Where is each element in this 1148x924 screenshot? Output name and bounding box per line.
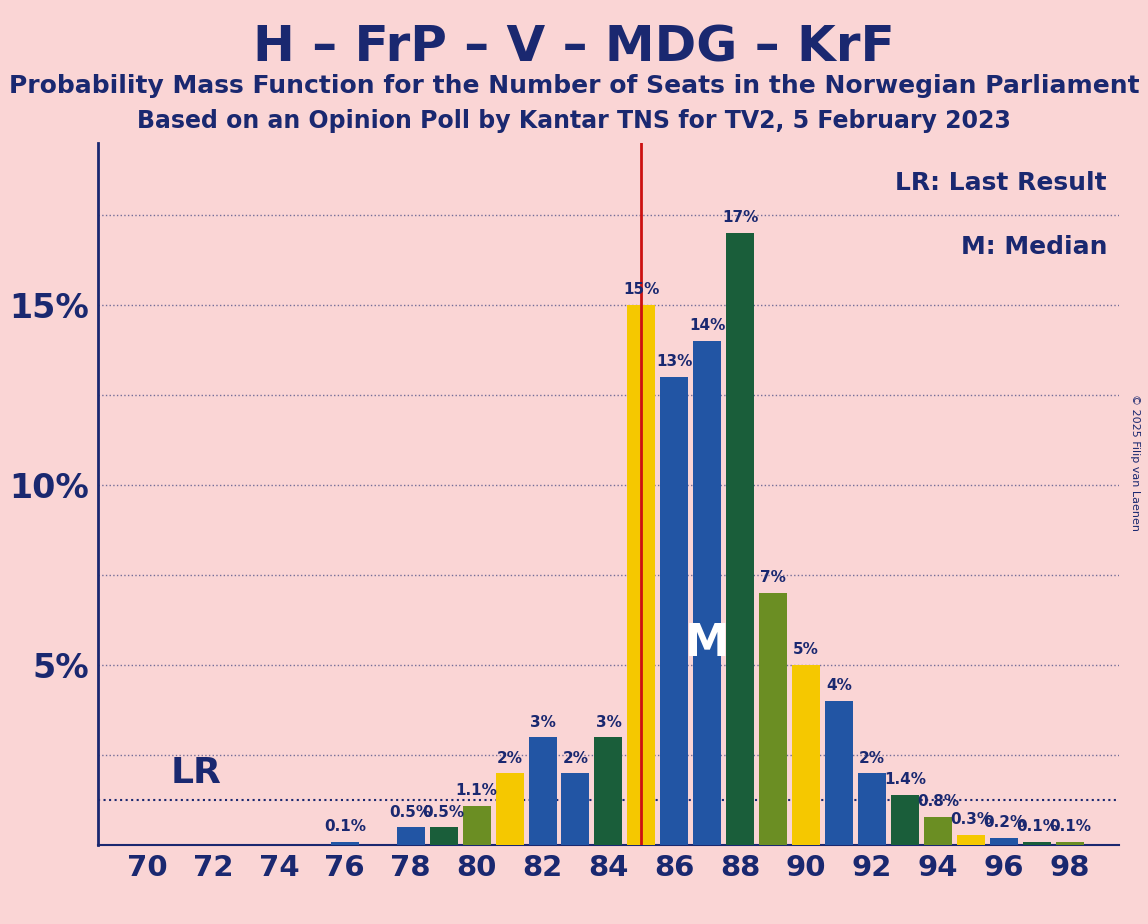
Bar (496, 773, 523, 845)
Text: 0.8%: 0.8% (917, 794, 959, 808)
Text: M: Median: M: Median (961, 235, 1107, 259)
Text: M: M (685, 622, 729, 665)
Text: 0.2%: 0.2% (983, 815, 1025, 831)
Text: 0.5%: 0.5% (389, 805, 432, 820)
Bar (561, 773, 589, 845)
Bar (331, 842, 359, 845)
Text: 0.3%: 0.3% (949, 811, 992, 827)
Text: H – FrP – V – MDG – KrF: H – FrP – V – MDG – KrF (253, 23, 895, 71)
Text: 2%: 2% (563, 750, 589, 765)
Text: 4%: 4% (827, 678, 852, 694)
Bar (397, 828, 425, 845)
Text: 0.5%: 0.5% (422, 805, 465, 820)
Text: 2%: 2% (497, 750, 522, 765)
Bar (792, 665, 820, 845)
Text: 14%: 14% (689, 319, 726, 334)
Text: 17%: 17% (722, 211, 759, 225)
Text: 15%: 15% (623, 283, 660, 298)
Text: 7%: 7% (760, 570, 786, 586)
Bar (727, 233, 754, 845)
Bar (693, 341, 721, 845)
Bar (528, 737, 557, 845)
Text: LR: LR (171, 756, 222, 790)
Text: 0.1%: 0.1% (1016, 819, 1058, 834)
Text: 3%: 3% (529, 714, 556, 730)
Bar (595, 737, 622, 845)
Text: 5%: 5% (793, 642, 820, 658)
Text: 1.4%: 1.4% (884, 772, 926, 787)
Text: 0.1%: 0.1% (1049, 819, 1091, 834)
Text: 13%: 13% (657, 355, 692, 370)
Bar (825, 701, 853, 845)
Bar (429, 828, 458, 845)
Bar (463, 806, 490, 845)
Bar (660, 377, 689, 845)
Bar (628, 305, 656, 845)
Bar (1023, 842, 1050, 845)
Bar (891, 795, 920, 845)
Bar (924, 817, 952, 845)
Text: Probability Mass Function for the Number of Seats in the Norwegian Parliament: Probability Mass Function for the Number… (9, 74, 1139, 98)
Text: 0.1%: 0.1% (324, 819, 366, 834)
Bar (759, 593, 788, 845)
Text: Based on an Opinion Poll by Kantar TNS for TV2, 5 February 2023: Based on an Opinion Poll by Kantar TNS f… (137, 109, 1011, 133)
Bar (1056, 842, 1084, 845)
Text: LR: Last Result: LR: Last Result (895, 171, 1107, 195)
Text: © 2025 Filip van Laenen: © 2025 Filip van Laenen (1130, 394, 1140, 530)
Text: 1.1%: 1.1% (456, 783, 497, 798)
Bar (957, 834, 985, 845)
Bar (858, 773, 886, 845)
Bar (990, 838, 1018, 845)
Text: 2%: 2% (859, 750, 885, 765)
Text: 3%: 3% (596, 714, 621, 730)
